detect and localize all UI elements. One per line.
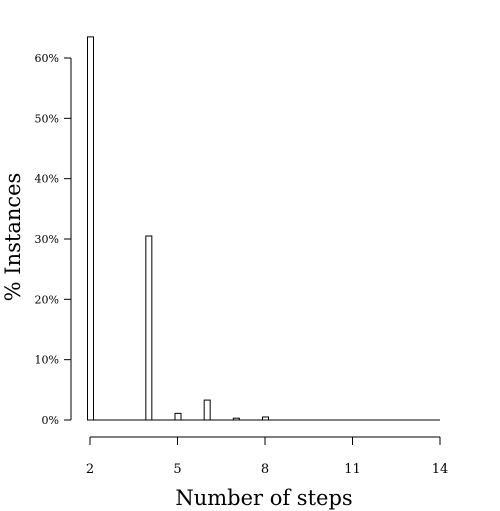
y-tick-label: 30% bbox=[35, 233, 59, 246]
y-axis: 0% 10% 20% 30% 40% 50% 60% bbox=[35, 52, 72, 427]
y-axis-title: % Instances bbox=[1, 173, 25, 302]
bar-5 bbox=[174, 412, 182, 421]
x-axis: 2 5 8 11 14 bbox=[86, 436, 449, 477]
y-tick-label: 40% bbox=[35, 173, 59, 186]
x-tick-label: 14 bbox=[432, 462, 449, 477]
x-tick-label: 2 bbox=[86, 462, 94, 477]
x-tick-label: 8 bbox=[261, 462, 269, 477]
x-tick-label: 5 bbox=[173, 462, 181, 477]
bar-2 bbox=[87, 36, 94, 421]
bar-4 bbox=[145, 235, 153, 421]
y-tick-label: 20% bbox=[35, 293, 59, 306]
y-tick-label: 10% bbox=[35, 354, 59, 367]
bars-group bbox=[87, 36, 269, 421]
y-tick-label: 60% bbox=[35, 52, 59, 65]
y-tick-label: 0% bbox=[42, 414, 59, 427]
x-tick-label: 11 bbox=[344, 462, 361, 477]
x-axis-title: Number of steps bbox=[175, 486, 352, 510]
y-tick-label: 50% bbox=[35, 112, 59, 125]
bar-6 bbox=[203, 399, 211, 421]
